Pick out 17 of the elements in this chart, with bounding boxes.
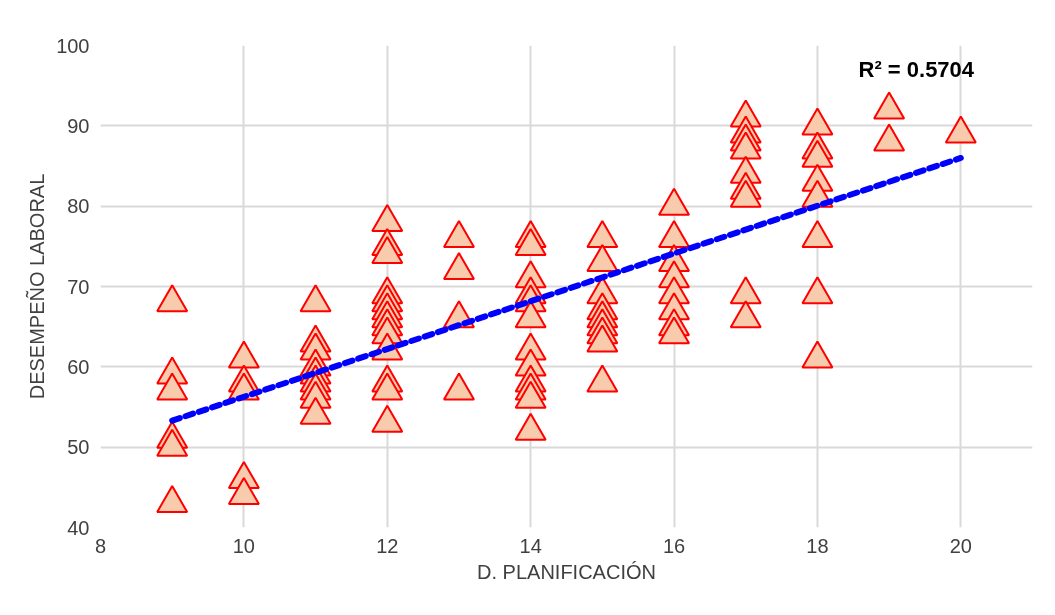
y-tick-label: 90 [67,114,90,137]
annotation: R² = 0.5704 [858,57,975,82]
x-axis-title: D. PLANIFICACIÓN [477,560,656,583]
x-tick-label: 10 [232,534,256,557]
y-tick-label: 40 [67,516,90,539]
x-tick-label: 12 [376,534,399,557]
x-tick-label: 16 [662,534,686,557]
y-axis-title: DESEMPEÑO LABORAL [25,173,49,400]
y-tick-label: 100 [56,34,90,57]
y-tick-label: 50 [67,436,90,459]
x-tick-label: 8 [94,534,107,557]
x-tick-label: 18 [806,534,829,557]
x-tick-label: 14 [519,534,542,557]
y-tick-label: 60 [67,355,90,378]
y-tick-label: 80 [67,195,90,218]
y-tick-label: 70 [67,275,90,298]
x-tick-label: 20 [949,534,972,557]
